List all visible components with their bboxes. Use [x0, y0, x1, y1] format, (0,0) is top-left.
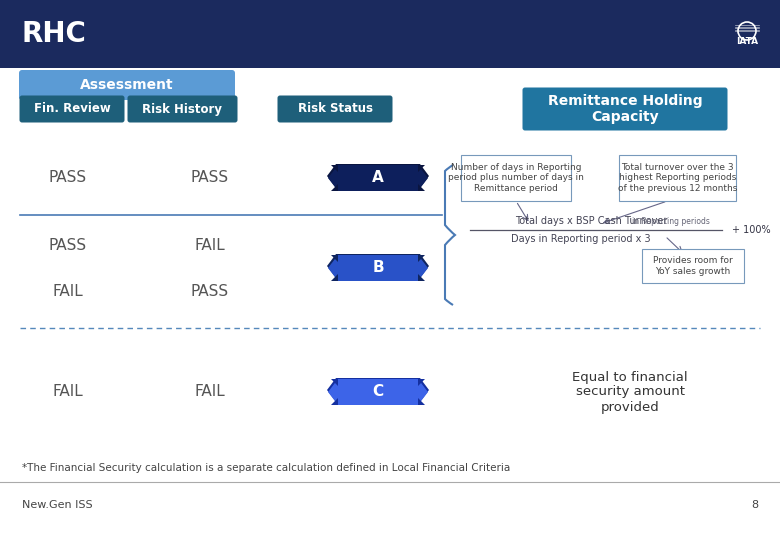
Text: PASS: PASS [191, 171, 229, 186]
Polygon shape [331, 255, 338, 262]
Polygon shape [418, 398, 425, 405]
FancyBboxPatch shape [619, 155, 736, 201]
Text: FAIL: FAIL [52, 384, 83, 400]
FancyBboxPatch shape [336, 254, 420, 278]
FancyBboxPatch shape [461, 155, 571, 201]
Text: Days in Reporting period x 3: Days in Reporting period x 3 [511, 234, 651, 244]
FancyBboxPatch shape [0, 0, 780, 68]
Polygon shape [327, 164, 343, 188]
FancyBboxPatch shape [19, 70, 235, 100]
FancyBboxPatch shape [336, 378, 420, 402]
Text: FAIL: FAIL [52, 285, 83, 300]
Polygon shape [331, 379, 338, 386]
Text: Number of days in Reporting
period plus number of days in
Remittance period: Number of days in Reporting period plus … [448, 163, 584, 193]
Text: Equal to financial
security amount
provided: Equal to financial security amount provi… [573, 370, 688, 414]
FancyBboxPatch shape [338, 255, 418, 281]
Polygon shape [331, 184, 338, 191]
Polygon shape [327, 378, 343, 402]
Polygon shape [328, 255, 346, 281]
Text: IATA: IATA [736, 37, 758, 45]
Text: Fin. Review: Fin. Review [34, 103, 111, 116]
Text: + 100%: + 100% [732, 225, 771, 235]
Polygon shape [331, 165, 338, 172]
Text: PASS: PASS [191, 285, 229, 300]
Text: C: C [372, 384, 384, 400]
Text: RHC: RHC [22, 20, 87, 48]
Polygon shape [328, 379, 346, 405]
FancyBboxPatch shape [338, 165, 418, 191]
Polygon shape [410, 379, 428, 405]
FancyBboxPatch shape [336, 164, 420, 188]
Polygon shape [418, 379, 425, 386]
Text: 8: 8 [751, 500, 758, 510]
Polygon shape [413, 164, 429, 188]
Polygon shape [327, 254, 343, 278]
Text: PASS: PASS [49, 238, 87, 253]
Polygon shape [410, 165, 428, 191]
Text: FAIL: FAIL [195, 384, 225, 400]
Text: B: B [372, 260, 384, 275]
Polygon shape [331, 274, 338, 281]
Polygon shape [418, 165, 425, 172]
Polygon shape [418, 274, 425, 281]
Text: in Reporting periods: in Reporting periods [632, 217, 710, 226]
Text: PASS: PASS [49, 171, 87, 186]
Text: Total turnover over the 3
highest Reporting periods
of the previous 12 months: Total turnover over the 3 highest Report… [618, 163, 737, 193]
Text: Assessment: Assessment [80, 78, 174, 92]
Polygon shape [413, 254, 429, 278]
Polygon shape [331, 398, 338, 405]
Polygon shape [410, 255, 428, 281]
Polygon shape [418, 184, 425, 191]
FancyBboxPatch shape [127, 96, 237, 123]
Text: FAIL: FAIL [195, 238, 225, 253]
FancyBboxPatch shape [642, 249, 744, 283]
Polygon shape [413, 378, 429, 402]
Text: New.Gen ISS: New.Gen ISS [22, 500, 93, 510]
Polygon shape [328, 165, 346, 191]
Text: Risk Status: Risk Status [297, 103, 373, 116]
Polygon shape [418, 255, 425, 262]
Text: Provides room for
YoY sales growth: Provides room for YoY sales growth [653, 256, 733, 276]
Text: Risk History: Risk History [143, 103, 222, 116]
Text: Remittance Holding
Capacity: Remittance Holding Capacity [548, 94, 702, 124]
FancyBboxPatch shape [338, 379, 418, 405]
FancyBboxPatch shape [20, 96, 125, 123]
Text: Total days x BSP Cash Turnover: Total days x BSP Cash Turnover [515, 216, 667, 226]
FancyBboxPatch shape [523, 87, 728, 131]
Text: *The Financial Security calculation is a separate calculation defined in Local F: *The Financial Security calculation is a… [22, 463, 510, 473]
Text: A: A [372, 171, 384, 186]
FancyBboxPatch shape [278, 96, 392, 123]
